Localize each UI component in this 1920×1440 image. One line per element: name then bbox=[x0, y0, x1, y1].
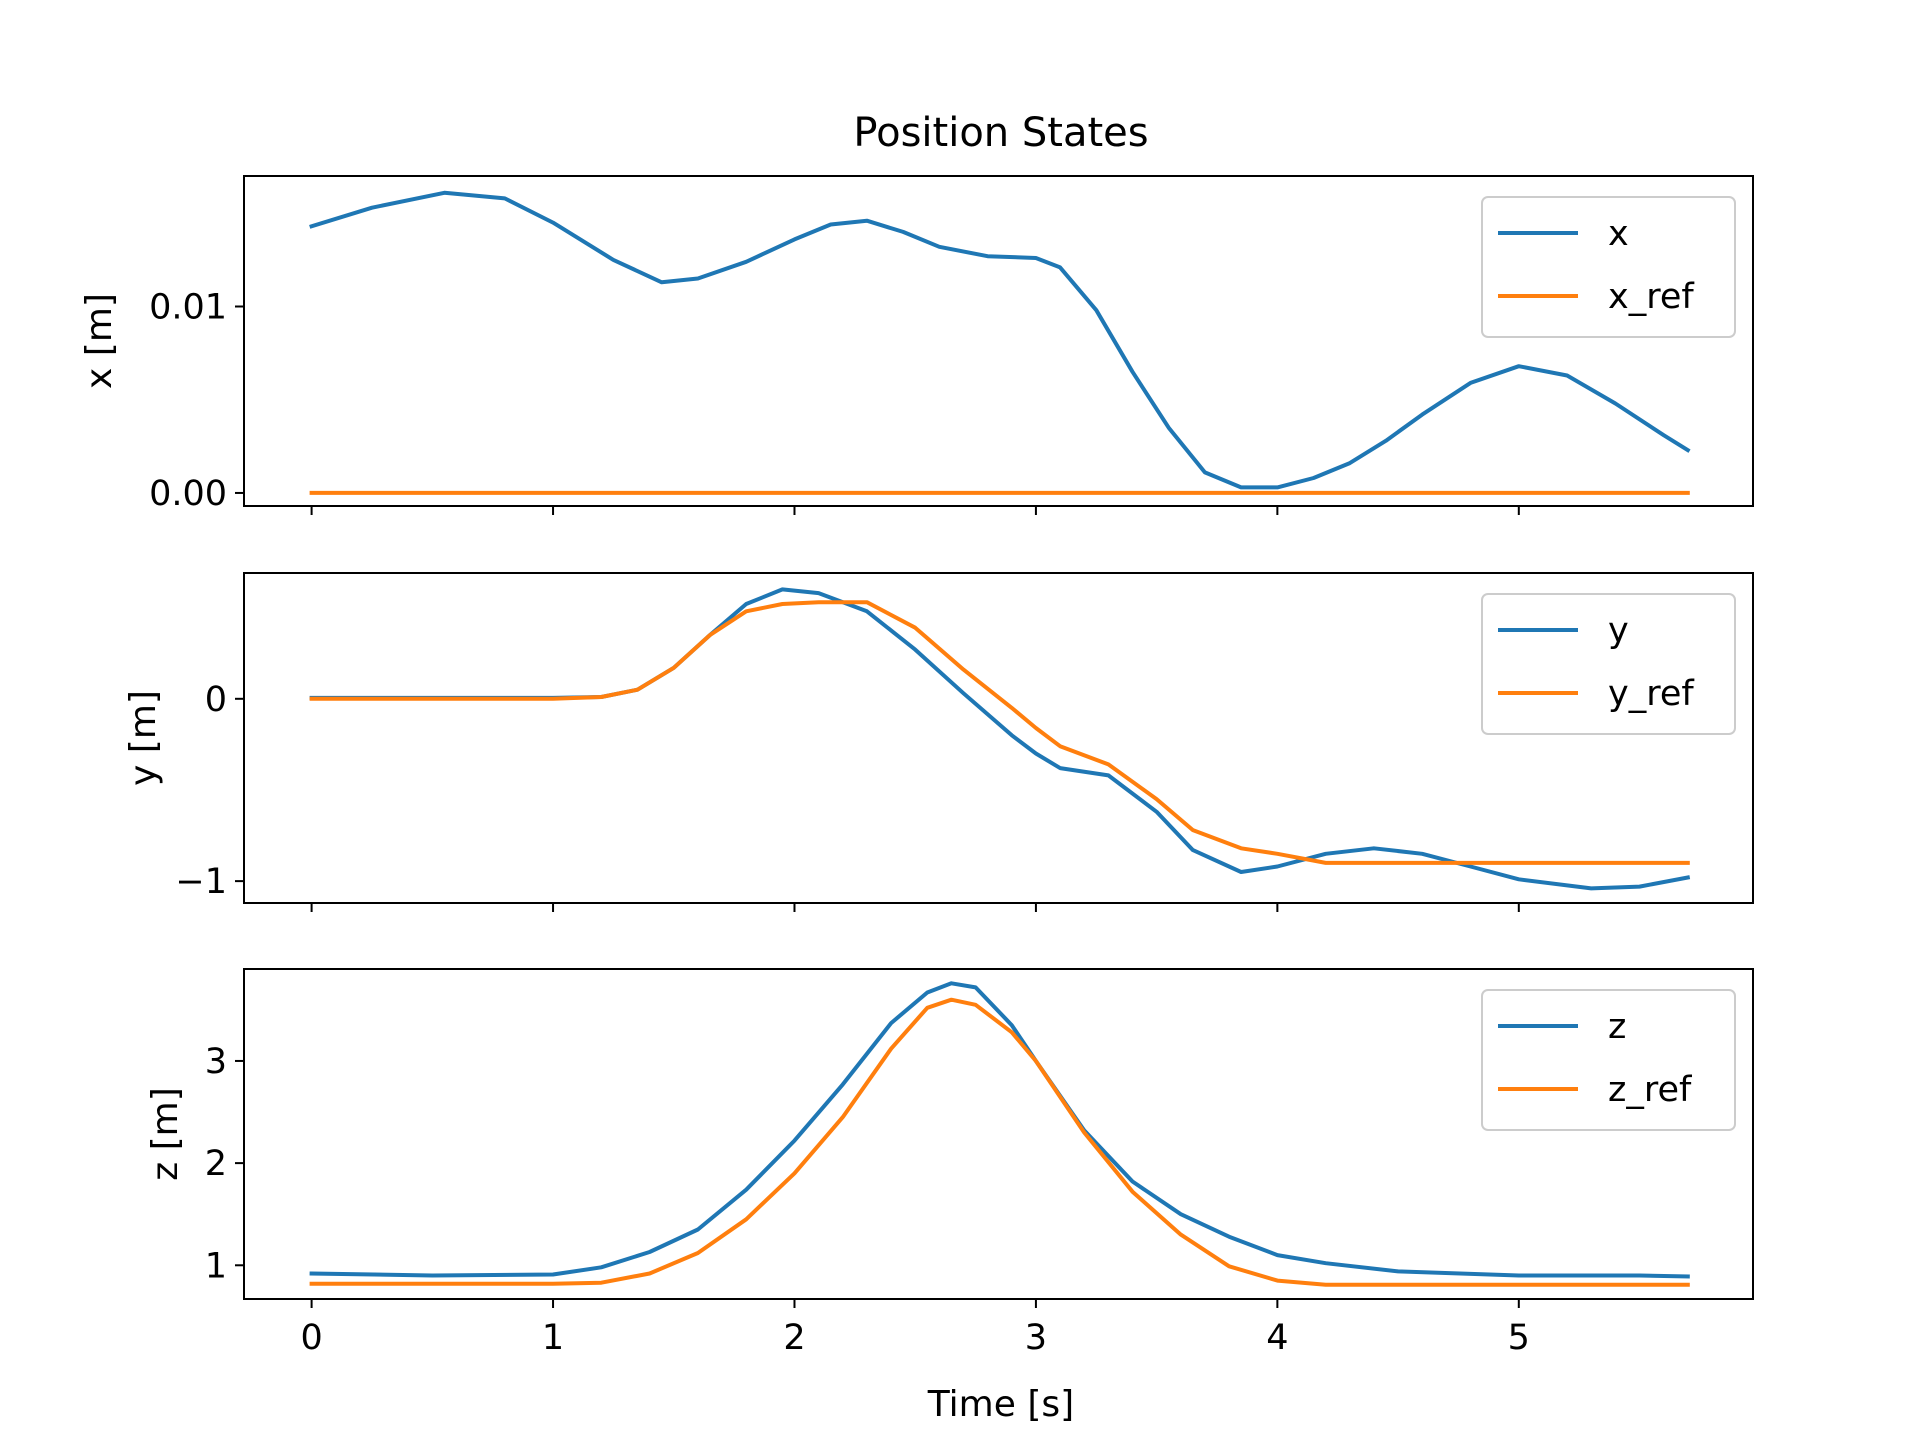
y-tick-label: 0 bbox=[205, 680, 227, 720]
y-tick-label: 0.00 bbox=[149, 474, 227, 514]
legend-label: x bbox=[1608, 214, 1629, 254]
legend-label: z_ref bbox=[1608, 1070, 1692, 1110]
chart-title: Position States bbox=[853, 110, 1148, 156]
legend: y y_ref bbox=[1481, 593, 1736, 735]
x-tick-label: 2 bbox=[783, 1318, 805, 1358]
y-tick-label: −1 bbox=[175, 862, 227, 902]
legend-label: x_ref bbox=[1608, 277, 1694, 317]
x-tick-label: 5 bbox=[1508, 1318, 1530, 1358]
series-line-y-ref bbox=[309, 600, 1690, 865]
y-tick-label: 3 bbox=[205, 1042, 227, 1082]
subplot-2: 0 −1 y [m] y y_ref bbox=[123, 572, 1754, 912]
y-axis-label: y [m] bbox=[123, 690, 164, 786]
axes-frame bbox=[243, 175, 1754, 507]
subplot-3: 0 1 2 3 4 5 1 2 3 z [m] z z_ref bbox=[145, 968, 1754, 1358]
legend-label: y_ref bbox=[1608, 674, 1694, 714]
legend-label: y bbox=[1608, 611, 1629, 651]
series-line-x bbox=[309, 190, 1691, 490]
legend-label: z bbox=[1608, 1007, 1626, 1047]
y-tick-label: 2 bbox=[205, 1144, 227, 1184]
y-tick-label: 0.01 bbox=[149, 288, 227, 328]
x-tick-label: 3 bbox=[1025, 1318, 1047, 1358]
y-axis-label: x [m] bbox=[79, 293, 120, 389]
series-line-z bbox=[309, 981, 1690, 1279]
axes-frame bbox=[243, 572, 1754, 904]
y-tick-label: 1 bbox=[205, 1246, 227, 1286]
axes-frame bbox=[243, 968, 1754, 1300]
x-tick-label: 1 bbox=[542, 1318, 564, 1358]
legend: x x_ref bbox=[1481, 196, 1736, 338]
x-axis-label: Time [s] bbox=[927, 1384, 1074, 1425]
x-tick-label: 4 bbox=[1266, 1318, 1288, 1358]
series-line-z-ref bbox=[309, 997, 1690, 1287]
legend: z z_ref bbox=[1481, 989, 1736, 1131]
y-axis-label: z [m] bbox=[145, 1087, 186, 1181]
subplot-1: 0.00 0.01 x [m] x x_ref bbox=[79, 175, 1754, 515]
x-tick-label: 0 bbox=[300, 1318, 322, 1358]
subplots-group: 0.00 0.01 x [m] x x_ref 0 −1 y [m] y y_ref 0 1 2 3 4 5 1… bbox=[79, 175, 1754, 1358]
